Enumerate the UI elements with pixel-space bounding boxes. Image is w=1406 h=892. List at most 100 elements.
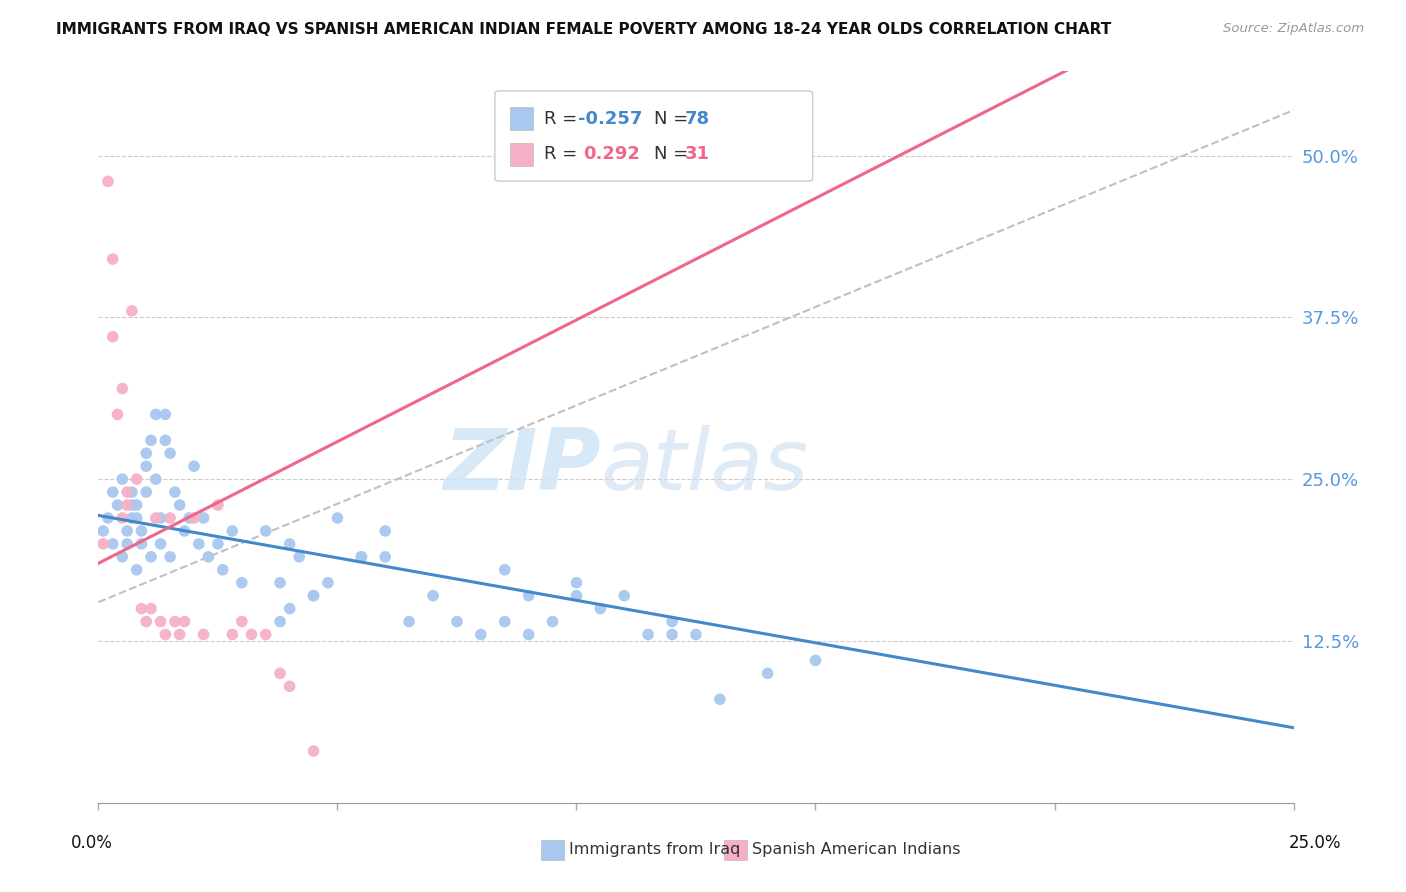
Text: 0.292: 0.292 xyxy=(583,145,640,163)
Point xyxy=(254,524,277,538)
Point xyxy=(131,601,153,615)
Point xyxy=(145,408,167,422)
Point xyxy=(107,498,129,512)
Point xyxy=(494,563,516,577)
Point xyxy=(121,498,143,512)
Text: R =: R = xyxy=(544,110,583,128)
Point xyxy=(159,446,181,460)
Point xyxy=(145,472,167,486)
Point xyxy=(269,666,291,681)
Point xyxy=(149,511,172,525)
Point xyxy=(565,575,588,590)
Point xyxy=(278,601,301,615)
Point xyxy=(278,537,301,551)
Point xyxy=(131,537,153,551)
Point xyxy=(111,382,134,396)
Point xyxy=(91,537,114,551)
Point xyxy=(115,524,138,538)
Point xyxy=(179,511,201,525)
Point xyxy=(125,472,148,486)
Text: atlas: atlas xyxy=(600,425,808,508)
Point xyxy=(541,615,564,629)
Point xyxy=(637,627,659,641)
Point xyxy=(131,524,153,538)
Point xyxy=(125,511,148,525)
Point xyxy=(139,549,162,564)
Point xyxy=(316,575,339,590)
Point xyxy=(278,679,301,693)
Point xyxy=(115,498,138,512)
Point xyxy=(187,537,209,551)
Point xyxy=(97,174,120,188)
Text: Source: ZipAtlas.com: Source: ZipAtlas.com xyxy=(1223,22,1364,36)
Point xyxy=(121,303,143,318)
Point xyxy=(207,537,229,551)
Point xyxy=(302,744,325,758)
Text: 78: 78 xyxy=(685,110,710,128)
Text: ZIP: ZIP xyxy=(443,425,600,508)
Point xyxy=(169,498,191,512)
Point xyxy=(163,485,186,500)
Point xyxy=(709,692,731,706)
Point xyxy=(111,472,134,486)
Point xyxy=(685,627,707,641)
Point xyxy=(374,549,396,564)
Point xyxy=(111,511,134,525)
Point xyxy=(135,615,157,629)
Point xyxy=(494,615,516,629)
Point xyxy=(139,601,162,615)
Point xyxy=(135,459,157,474)
Point xyxy=(155,408,177,422)
Point xyxy=(173,615,195,629)
Point xyxy=(221,627,243,641)
Point xyxy=(756,666,779,681)
Point xyxy=(350,549,373,564)
Point xyxy=(149,537,172,551)
Point xyxy=(115,537,138,551)
Point xyxy=(121,511,143,525)
Point xyxy=(221,524,243,538)
Point xyxy=(169,627,191,641)
Point xyxy=(269,575,291,590)
Point xyxy=(101,485,124,500)
Point xyxy=(121,485,143,500)
Point xyxy=(326,511,349,525)
Point xyxy=(589,601,612,615)
Point xyxy=(97,511,120,525)
Point xyxy=(183,459,205,474)
Point xyxy=(398,615,420,629)
Point xyxy=(139,434,162,448)
Text: -0.257: -0.257 xyxy=(578,110,643,128)
Point xyxy=(125,563,148,577)
Text: IMMIGRANTS FROM IRAQ VS SPANISH AMERICAN INDIAN FEMALE POVERTY AMONG 18-24 YEAR : IMMIGRANTS FROM IRAQ VS SPANISH AMERICAN… xyxy=(56,22,1112,37)
Point xyxy=(163,615,186,629)
Point xyxy=(159,549,181,564)
Point xyxy=(135,446,157,460)
Point xyxy=(159,511,181,525)
Text: Immigrants from Iraq: Immigrants from Iraq xyxy=(569,842,741,856)
Point xyxy=(173,524,195,538)
Text: 31: 31 xyxy=(685,145,710,163)
Point xyxy=(193,511,215,525)
Point xyxy=(155,627,177,641)
Point xyxy=(155,434,177,448)
Text: N =: N = xyxy=(654,145,693,163)
Text: R =: R = xyxy=(544,145,589,163)
Point xyxy=(91,524,114,538)
Point xyxy=(269,615,291,629)
Point xyxy=(517,627,540,641)
Point xyxy=(661,615,683,629)
Point xyxy=(302,589,325,603)
Point xyxy=(231,575,253,590)
Point xyxy=(422,589,444,603)
Point xyxy=(661,627,683,641)
Point xyxy=(135,485,157,500)
Point xyxy=(565,589,588,603)
Point xyxy=(374,524,396,538)
Text: 0.0%: 0.0% xyxy=(70,834,112,852)
Text: N =: N = xyxy=(654,110,693,128)
Point xyxy=(211,563,233,577)
Point xyxy=(115,485,138,500)
Point xyxy=(111,549,134,564)
Point xyxy=(193,627,215,641)
